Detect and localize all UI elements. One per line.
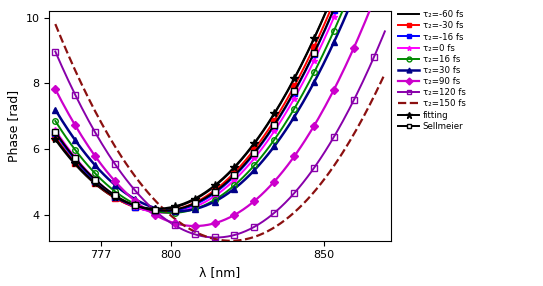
Legend: τ₂=-60 fs, τ₂=-30 fs, τ₂=-16 fs, τ₂=0 fs, τ₂=16 fs, τ₂=30 fs, τ₂=90 fs, τ₂=120 f: τ₂=-60 fs, τ₂=-30 fs, τ₂=-16 fs, τ₂=0 fs… bbox=[394, 7, 469, 134]
Y-axis label: Phase [rad]: Phase [rad] bbox=[7, 90, 20, 162]
X-axis label: λ [nm]: λ [nm] bbox=[199, 266, 241, 279]
